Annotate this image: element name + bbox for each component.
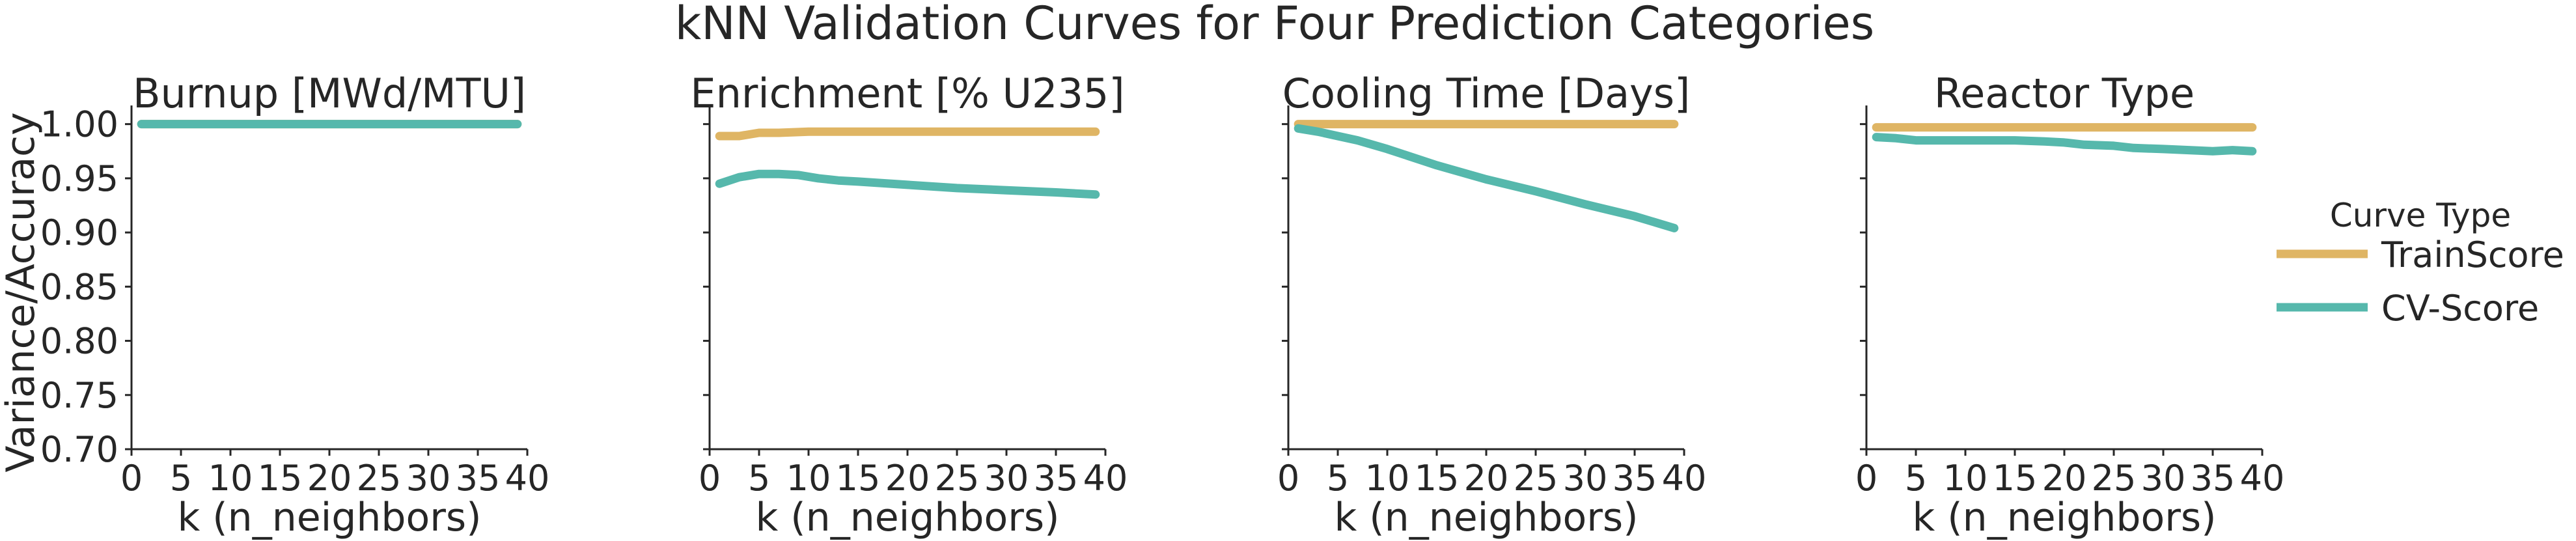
x-tick-label: 30 xyxy=(406,458,451,499)
figure-title: kNN Validation Curves for Four Predictio… xyxy=(675,0,1874,50)
x-axis-label: k (n_neighbors) xyxy=(177,495,481,540)
y-tick-label: 0.90 xyxy=(40,212,118,253)
x-tick-label: 15 xyxy=(1415,458,1460,499)
y-tick-label: 0.75 xyxy=(40,375,118,416)
x-tick-label: 0 xyxy=(120,458,143,499)
series-line-cv-score xyxy=(715,169,1100,199)
x-tick-label: 20 xyxy=(307,458,352,499)
y-tick-label: 0.70 xyxy=(40,429,118,470)
x-tick-label: 15 xyxy=(1993,458,2038,499)
x-tick-label: 10 xyxy=(208,458,253,499)
x-tick-label: 20 xyxy=(2042,458,2087,499)
x-tick-label: 30 xyxy=(984,458,1029,499)
x-tick-label: 0 xyxy=(699,458,721,499)
x-tick-label: 15 xyxy=(258,458,303,499)
series-line-trainscore xyxy=(715,127,1100,141)
y-tick-label: 0.95 xyxy=(40,158,118,199)
x-tick-label: 35 xyxy=(1613,458,1657,499)
x-axis-label: k (n_neighbors) xyxy=(1912,495,2216,540)
x-tick-label: 5 xyxy=(748,458,770,499)
x-tick-label: 20 xyxy=(885,458,930,499)
y-tick-label: 1.00 xyxy=(40,104,118,145)
x-tick-label: 10 xyxy=(786,458,831,499)
panel-title: Enrichment [% U235] xyxy=(690,70,1124,117)
x-axis-label: k (n_neighbors) xyxy=(755,495,1059,540)
series-line-cv-score xyxy=(1872,133,2257,156)
panel-1: Burnup [MWd/MTU] 0.70 0.75 0.80 0.85 0.90 0.95… xyxy=(40,70,550,540)
legend-label-cv-score: CV-Score xyxy=(2381,288,2539,329)
x-tick-label: 0 xyxy=(1277,458,1299,499)
x-tick-label: 40 xyxy=(2240,458,2285,499)
legend-label-trainscore: TrainScore xyxy=(2381,234,2564,275)
panel-2: Enrichment [% U235] 0 5 10 15 20 25 30 35 40 k (n_… xyxy=(690,70,1128,540)
x-tick-label: 25 xyxy=(357,458,402,499)
x-tick-label: 40 xyxy=(1083,458,1128,499)
x-tick-label: 10 xyxy=(1365,458,1410,499)
x-tick-label: 40 xyxy=(505,458,550,499)
x-tick-label: 40 xyxy=(1662,458,1707,499)
x-tick-label: 15 xyxy=(836,458,881,499)
x-tick-label: 35 xyxy=(2191,458,2236,499)
x-tick-label: 35 xyxy=(1034,458,1079,499)
x-tick-label: 30 xyxy=(1563,458,1608,499)
x-tick-label: 10 xyxy=(1943,458,1988,499)
y-axis-label: Variance/Accuracy xyxy=(0,112,44,472)
x-tick-label: 5 xyxy=(1327,458,1349,499)
x-axis-label: k (n_neighbors) xyxy=(1334,495,1638,540)
panel-3: Cooling Time [Days] 0 5 10 15 20 25 30 35 40 k (n_… xyxy=(1277,70,1707,540)
y-tick-label: 0.85 xyxy=(40,266,118,307)
x-tick-label: 25 xyxy=(2092,458,2137,499)
series-line-cv-score xyxy=(1294,124,1679,232)
x-tick-label: 20 xyxy=(1464,458,1509,499)
panel-title: Cooling Time [Days] xyxy=(1282,70,1691,117)
x-tick-label: 5 xyxy=(170,458,192,499)
x-tick-label: 0 xyxy=(1855,458,1877,499)
x-tick-label: 5 xyxy=(1905,458,1927,499)
y-tick-label: 0.80 xyxy=(40,321,118,362)
legend: Curve Type TrainScore CV-Score xyxy=(2277,197,2564,329)
x-tick-label: 30 xyxy=(2141,458,2186,499)
panel-title: Burnup [MWd/MTU] xyxy=(133,70,526,117)
legend-title: Curve Type xyxy=(2330,197,2511,234)
x-tick-label: 35 xyxy=(456,458,501,499)
panel-title: Reactor Type xyxy=(1934,70,2195,117)
x-tick-label: 25 xyxy=(1514,458,1558,499)
panel-4: Reactor Type 0 5 10 15 20 25 30 35 40 k (n_neighbo… xyxy=(1855,70,2285,540)
x-tick-label: 25 xyxy=(935,458,980,499)
